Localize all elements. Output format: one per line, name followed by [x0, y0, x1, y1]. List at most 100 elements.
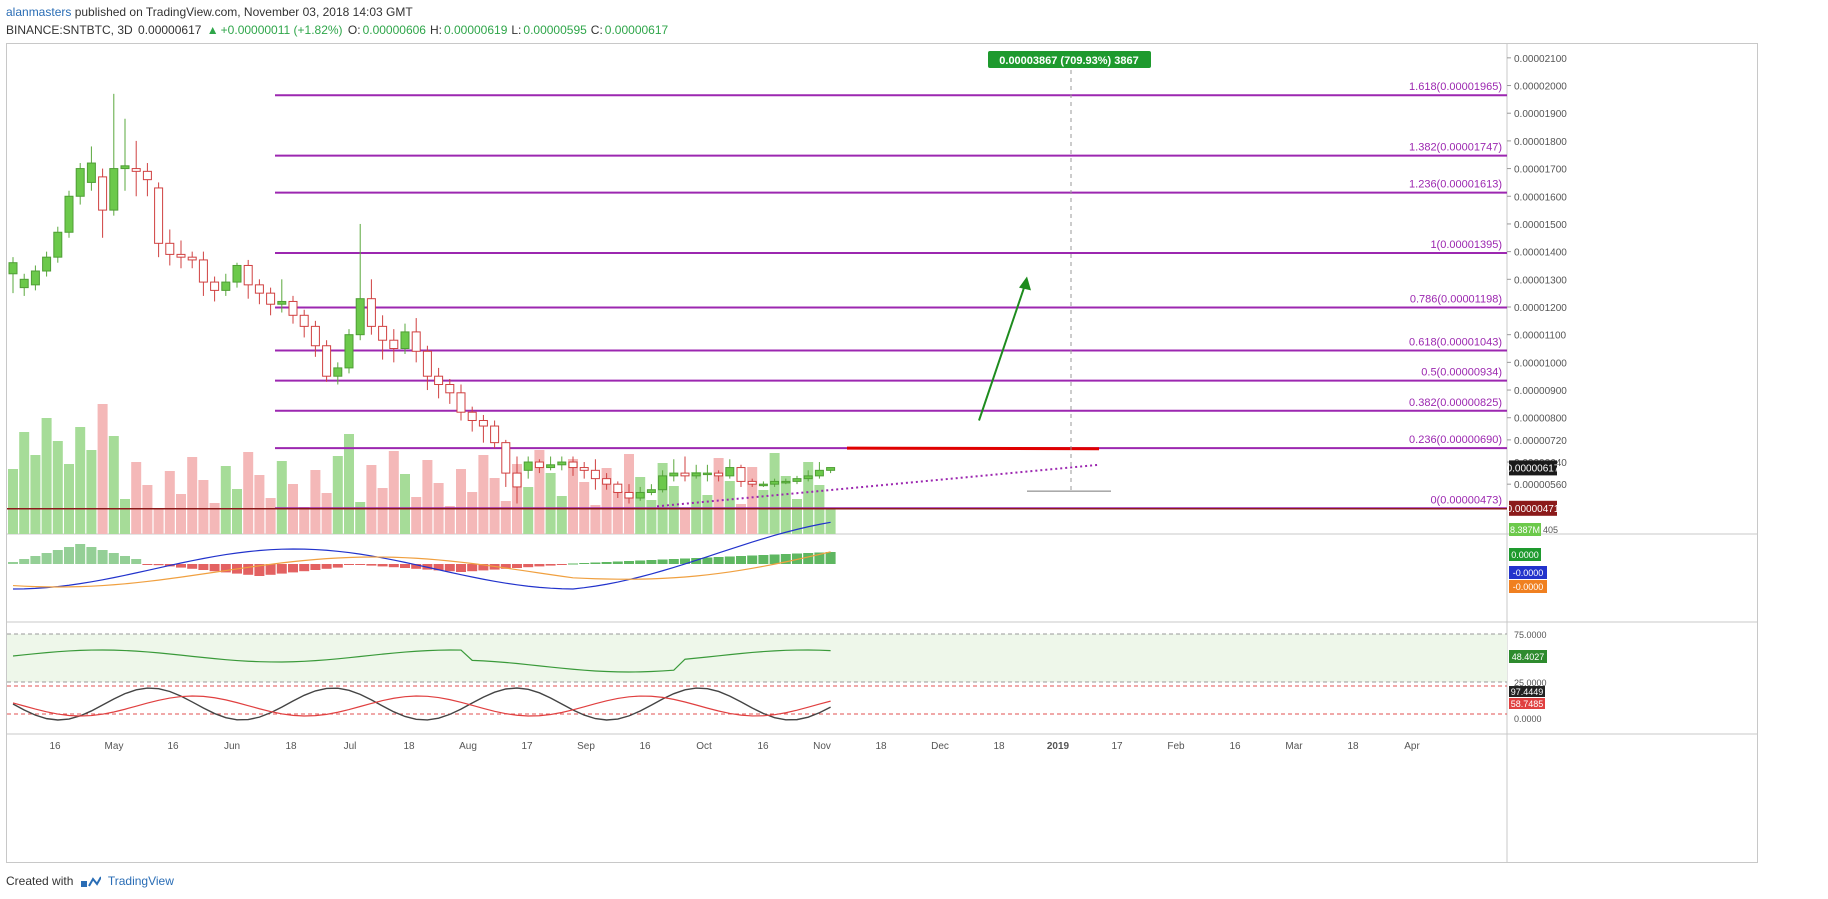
candle-body	[266, 292, 276, 305]
macd-hist-bar	[702, 557, 713, 564]
volume-bar	[769, 453, 780, 534]
macd-hist-bar	[153, 564, 164, 566]
volume-bar	[713, 458, 724, 534]
tradingview-link[interactable]: TradingView	[107, 874, 174, 888]
candle-body	[198, 259, 208, 283]
footer: Created with TradingView	[6, 872, 174, 890]
candle-body	[322, 345, 332, 377]
candle-body	[400, 331, 410, 350]
volume-bar	[534, 450, 545, 534]
last-price-tag	[1509, 460, 1557, 476]
x-tick-label: 18	[875, 741, 887, 752]
x-tick-label: Apr	[1404, 741, 1420, 752]
macd-hist-bar	[512, 564, 522, 568]
candle-body	[288, 300, 298, 316]
macd-hist-bar	[64, 547, 74, 564]
stoch-zero-label: 0.0000	[1514, 714, 1542, 724]
y-tick-label: 0.00002000	[1514, 82, 1567, 93]
price-chart[interactable]: 0.00002100 0.00002000 0.00001900 0.00001800…	[7, 44, 1757, 862]
volume-tag-text: 8.387M	[1510, 525, 1540, 535]
volume-bar	[164, 471, 175, 534]
candle-body	[691, 472, 701, 477]
volume-bar	[97, 404, 108, 534]
macd-line	[12, 521, 831, 590]
y-tick-label: 0.00001300	[1514, 275, 1567, 286]
candle-body	[613, 483, 623, 493]
volume-bar	[64, 464, 74, 534]
chart-canvas[interactable]: 0.00002100 0.00002000 0.00001900 0.00001800…	[6, 43, 1758, 863]
volume-bar	[344, 434, 354, 534]
macd-hist-bar	[478, 564, 489, 571]
x-tick-label: Jun	[224, 741, 240, 752]
rsi-tick-label: 75.0000	[1514, 630, 1547, 640]
volume-tag	[1509, 523, 1541, 536]
volume-suffix-text: 405	[1543, 525, 1558, 535]
x-tick-label: 16	[49, 741, 61, 752]
volume-bar	[702, 495, 713, 534]
volume-bar	[209, 503, 220, 534]
y-tick-label: 0.00001800	[1514, 137, 1567, 148]
macd-hist-bar	[8, 562, 18, 564]
candle-body	[445, 384, 455, 394]
volume-bar	[310, 470, 321, 534]
volume-bar	[668, 486, 679, 534]
chart-header: alanmasters published on TradingView.com…	[6, 3, 670, 39]
fib-level-label: 1.382(0.00001747)	[1409, 142, 1502, 154]
candle-body	[254, 284, 264, 294]
stoch-d-line	[12, 695, 831, 717]
open-label: O:	[347, 23, 361, 37]
macd-hist-bar	[400, 564, 410, 568]
candle-body	[680, 472, 690, 477]
volume-bar	[601, 468, 612, 534]
macd-hist-bar	[209, 564, 220, 572]
candle-body	[725, 467, 735, 477]
low-price-tag	[1509, 500, 1557, 516]
candle-body	[803, 475, 813, 480]
candle-body	[422, 350, 432, 377]
volume-bar	[635, 477, 646, 534]
stoch-d-tag-text: 58.7485	[1511, 699, 1544, 709]
volume-bar	[366, 465, 377, 534]
macd-hist-bar	[792, 553, 802, 564]
candle-body	[176, 253, 186, 258]
volume-bar	[545, 473, 556, 534]
low-label: L:	[511, 23, 522, 37]
macd-hist-bar	[220, 564, 231, 573]
author-link[interactable]: alanmasters	[6, 5, 72, 19]
candle-body	[781, 480, 791, 484]
volume-bar	[153, 508, 164, 534]
macd-hist-bar	[187, 564, 198, 569]
measure-badge-text: 0.00003867 (709.93%) 3867	[999, 55, 1138, 67]
macd-hist-bar	[657, 559, 668, 564]
x-tick-label: 16	[639, 741, 651, 752]
candle-body	[19, 278, 29, 289]
fib-level-label: 0.5(0.00000934)	[1421, 367, 1502, 379]
x-tick-label: May	[105, 741, 124, 752]
volume-bar	[657, 463, 668, 534]
y-tick-label: 0.00001200	[1514, 303, 1567, 314]
candle-body	[770, 480, 780, 485]
rsi-band	[7, 634, 1507, 682]
candle-body	[702, 472, 712, 476]
candle-body	[165, 242, 175, 255]
x-tick-label: Feb	[1167, 741, 1185, 752]
candle-body	[456, 392, 466, 413]
volume-bar	[232, 489, 242, 534]
macd-signal-line	[12, 551, 831, 588]
volume-bar	[568, 459, 578, 534]
macd-hist-tag	[1509, 548, 1541, 561]
candle-body	[378, 325, 388, 341]
y-tick-label: 0.00002100	[1514, 54, 1567, 65]
volume-bar	[41, 418, 52, 534]
macd-hist-bar	[601, 562, 612, 564]
volume-bar	[456, 469, 466, 534]
candle-body	[8, 262, 18, 275]
y-tick-label: 0.00000900	[1514, 386, 1567, 397]
candle-body	[467, 411, 477, 421]
candle-body	[478, 419, 488, 427]
volume-bar	[220, 466, 231, 534]
volume-bar	[646, 500, 657, 534]
candle-body	[187, 256, 197, 261]
volume-bar	[612, 491, 623, 534]
candle-body	[109, 168, 119, 211]
